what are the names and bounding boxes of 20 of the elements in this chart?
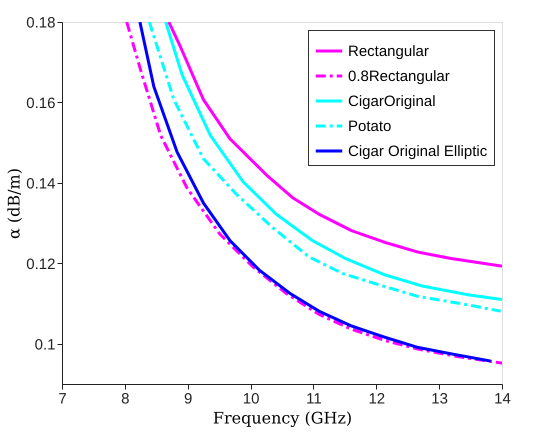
x-tick-label: 13 (431, 390, 448, 408)
x-tick-label: 12 (368, 390, 386, 408)
legend-label: 0.8Rectangular (348, 68, 450, 85)
x-tick-label: 9 (184, 390, 192, 408)
x-axis-title: Frequency (GHz) (212, 408, 352, 428)
legend-label: Rectangular (348, 43, 429, 60)
x-tick-label: 10 (242, 390, 260, 408)
x-tick-label: 11 (306, 390, 322, 408)
y-tick-label: 0.14 (26, 175, 56, 192)
x-tick-label: 7 (58, 390, 67, 408)
y-axis-title: α (dB/m) (4, 168, 24, 239)
legend-label: Cigar Original Elliptic (348, 143, 488, 160)
x-tick-label: 8 (121, 390, 130, 408)
y-tick-label: 0.12 (26, 256, 56, 273)
y-tick-label: 0.1 (34, 336, 56, 354)
x-tick-label: 14 (494, 390, 511, 408)
legend-label: Potato (348, 118, 392, 135)
y-tick-label: 0.16 (26, 94, 56, 112)
legend-label: CigarOriginal (348, 93, 436, 110)
y-tick-label: 0.18 (26, 14, 56, 32)
